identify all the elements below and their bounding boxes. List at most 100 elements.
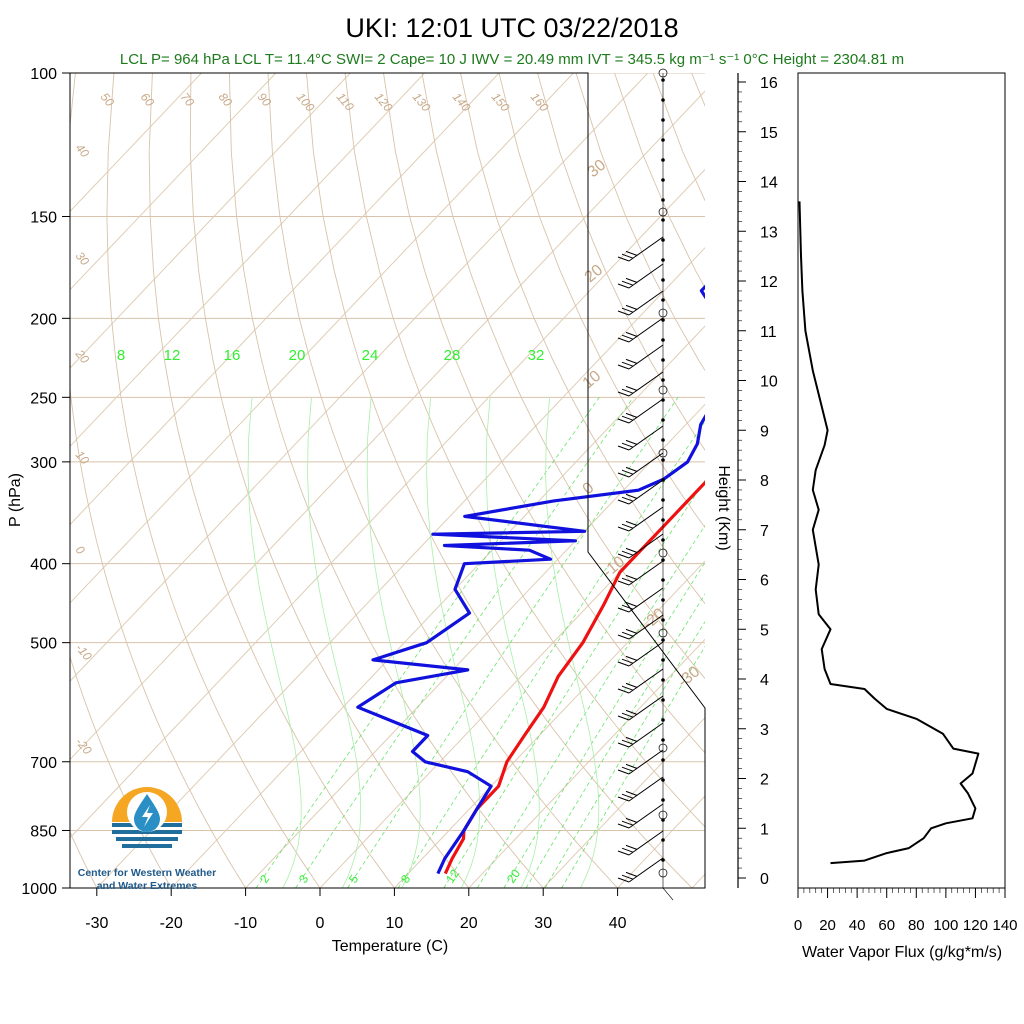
wind-barb-flag [617,823,630,829]
height-tick-label: 12 [760,274,778,291]
dry-adiabat-label: 60 [138,90,158,109]
cw3e-logo: Center for Western Weather and Water Ext… [78,787,216,892]
barb-circle [658,743,668,753]
flux-tick-label: 0 [794,917,802,934]
isotherm-line [245,403,705,888]
wind-barb-flag [617,634,630,640]
isotherm-line [468,638,705,888]
wind-barb-flag [621,523,634,529]
wind-barb-flag [621,739,634,745]
dry-adiabat-label: 140 [450,90,474,115]
y-tick-label: 200 [30,311,57,328]
barb-dot [661,678,665,682]
wind-barb-flag [621,442,634,448]
height-tick-label: 9 [760,423,769,440]
mixing-ratio-label: 5 [346,872,361,886]
x-tick-label: 0 [316,915,325,932]
flux-tick-label: 60 [878,917,895,934]
dry-adiabat-line [730,73,1024,905]
isotherm-line [70,73,649,682]
wind-barb-flag [621,550,634,556]
moist-adiabat-label: -10 [600,553,629,581]
wind-barb-flag [617,580,630,586]
wind-barb-flag [621,496,634,502]
barb-dot [661,158,665,162]
mixing-ratio-line [443,479,705,888]
barb-dot [661,658,665,662]
isotherm-line [70,73,574,604]
barb-dot [661,838,665,842]
dry-adiabat-line [148,73,395,888]
dry-adiabat-line [344,73,705,828]
wind-barb-flag [625,601,638,607]
wind-barb-flag [617,499,630,505]
dry-adiabat-label: 40 [73,141,93,160]
wind-barb-flag [621,631,634,637]
dry-adiabat-line [652,73,705,202]
wind-barb-flag [625,250,638,256]
wind-barb [628,533,664,559]
flux-tick-label: 120 [963,917,988,934]
barb-dot [661,78,665,82]
mixing-ratio-label: 12 [164,347,181,364]
height-tick-label: 14 [760,175,778,192]
dry-adiabat-line [537,73,705,451]
barb-dot [661,418,665,422]
wind-barb-flag [621,280,634,286]
wind-barb-flag [621,577,634,583]
barb-dot [661,538,665,542]
isotherm-line [96,247,705,888]
y-tick-label: 850 [30,823,57,840]
wind-barb-flag [621,847,634,853]
barb-dot [661,198,665,202]
wind-barb-flag [621,334,634,340]
flux-tick-label: 100 [933,917,958,934]
dry-adiabat-label: 10 [73,448,93,467]
barb-dot [661,758,665,762]
y-tick-label: 100 [30,66,57,83]
height-tick-label: 2 [760,772,769,789]
wind-barb-flag [625,817,638,823]
wind-barb [628,263,664,289]
wind-barbs [617,68,674,901]
wind-barb [628,506,664,532]
height-tick-label: 10 [760,374,778,391]
isotherm-line [70,73,351,369]
wind-barb-flag [621,388,634,394]
dry-adiabat-line [383,73,705,754]
mixing-ratio-line [397,420,705,888]
wind-barb-flag [625,277,638,283]
moist-adiabat-line [366,397,421,888]
dewpoint-line [356,284,705,875]
height-tick-label: 0 [760,871,769,888]
dry-adiabat-label: 110 [334,90,357,114]
wind-barb [628,776,664,802]
wind-barb [628,479,664,505]
logo-line1: Center for Western Weather [78,867,216,879]
barb-dot [661,558,665,562]
isotherm-line [170,325,705,888]
height-tick-label: 4 [760,672,769,689]
x-tick-label: -10 [234,915,257,932]
dry-adiabat-line [189,73,470,888]
mixing-ratio-label: 24 [362,347,379,364]
wind-barb-flag [621,253,634,259]
wind-barb-flag [625,628,638,634]
barb-dot [661,98,665,102]
skewt-background [70,73,1024,905]
wind-barb-flag [617,256,630,262]
moist-adiabat-line [485,397,540,888]
barb-dot [661,718,665,722]
height-tick-label: 6 [760,573,769,590]
wind-barb [628,371,664,397]
isotherm-line [394,560,705,888]
wind-barb [628,290,664,316]
barb-dot [661,298,665,302]
barb-dot [661,698,665,702]
wind-barb-flag [621,415,634,421]
dry-adiabat-line [614,73,705,289]
wind-barb-flag [621,820,634,826]
dry-adiabat-label: 150 [489,90,513,115]
